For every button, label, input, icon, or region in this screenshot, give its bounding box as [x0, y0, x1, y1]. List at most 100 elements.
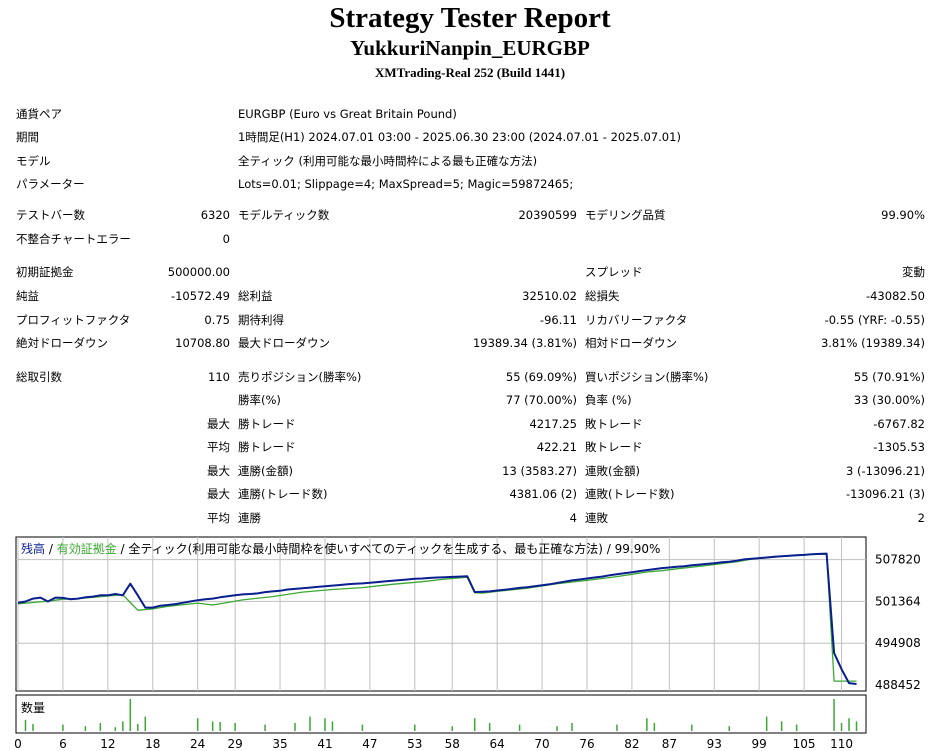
abs-drawdown-value: 10708.80 [175, 336, 230, 350]
y-tick-label: 488452 [875, 678, 921, 692]
short-positions-value: 55 (69.09%) [505, 370, 577, 384]
volume-label: 数量 [21, 700, 45, 715]
period-value: 1時間足(H1) 2024.07.01 03:00 - 2025.06.30 2… [238, 130, 681, 144]
balance-line [17, 552, 857, 685]
legend-equity: 有効証拠金 [57, 541, 117, 556]
avg-cons-win-label: 連勝 [238, 511, 261, 525]
mismatch-label: 不整合チャートエラー [16, 232, 131, 246]
x-tick-label: 35 [272, 737, 287, 751]
x-tick-label: 99 [752, 737, 767, 751]
period-label: 期間 [16, 130, 39, 144]
initial-deposit-label: 初期証拠金 [16, 265, 74, 279]
model-ticks-value: 20390599 [518, 208, 577, 222]
y-tick-label: 494908 [875, 636, 921, 650]
x-tick-label: 6 [59, 737, 67, 751]
largest-win-value: 4217.25 [529, 417, 577, 431]
volume-frame [15, 694, 867, 734]
expected-payoff-label: 期待利得 [238, 313, 284, 327]
max-prefix-2: 最大 [207, 487, 230, 501]
x-tick-label: 47 [362, 737, 377, 751]
ea-name: YukkuriNanpin_EURGBP [350, 36, 590, 60]
model-ticks-label: モデルティック数 [238, 208, 330, 222]
recovery-factor-label: リカバリーファクタ [585, 313, 688, 327]
win-rate-label: 勝率(%) [238, 393, 281, 407]
x-tick-label: 70 [534, 737, 549, 751]
x-tick-label: 18 [145, 737, 160, 751]
y-tick-label: 507820 [875, 553, 921, 567]
y-tick-label: 501364 [875, 594, 921, 608]
params-value: Lots=0.01; Slippage=4; MaxSpread=5; Magi… [238, 177, 574, 191]
volume-bars [24, 699, 858, 731]
initial-deposit-value: 500000.00 [167, 265, 230, 279]
cons-loss-money-value: 3 (-13096.21) [846, 464, 925, 478]
balance-chart: 488452 494908 501364 507820 残高 / 有効証拠金 / 全テ… [14, 536, 921, 751]
avg-prefix-2: 平均 [207, 511, 230, 525]
model-value: 全ティック (利用可能な最小時間枠による最も正確な方法) [238, 154, 538, 168]
loss-rate-label: 負率 (%) [585, 393, 632, 407]
max-drawdown-label: 最大ドローダウン [238, 336, 330, 350]
spread-value: 変動 [902, 265, 925, 279]
test-bars-value: 6320 [200, 208, 230, 222]
model-quality-value: 99.90% [881, 208, 925, 222]
gross-profit-value: 32510.02 [522, 289, 577, 303]
long-positions-label: 買いポジション(勝率%) [585, 370, 709, 384]
x-tick-label: 82 [624, 737, 639, 751]
x-tick-label: 93 [707, 737, 722, 751]
largest-win-label: 勝トレード [238, 417, 296, 431]
mismatch-value: 0 [222, 232, 230, 246]
avg-cons-loss-label: 連敗 [585, 511, 608, 525]
cons-win-count-value: 4381.06 (2) [509, 487, 577, 501]
profit-factor-value: 0.75 [204, 313, 230, 327]
largest-loss-label: 敗トレード [585, 417, 643, 431]
long-positions-value: 55 (70.91%) [853, 370, 925, 384]
avg-loss-label: 敗トレード [585, 440, 643, 454]
gross-loss-label: 総損失 [585, 289, 620, 303]
loss-rate-value: 33 (30.00%) [853, 393, 925, 407]
short-positions-label: 売りポジション(勝率%) [238, 370, 362, 384]
net-profit-label: 純益 [16, 289, 39, 303]
rel-drawdown-label: 相対ドローダウン [585, 336, 677, 350]
gross-profit-label: 総利益 [238, 289, 273, 303]
model-label: モデル [16, 154, 51, 168]
x-tick-label: 12 [100, 737, 115, 751]
legend-balance: 残高 [21, 541, 45, 556]
total-trades-value: 110 [208, 370, 230, 384]
chart-series [17, 552, 857, 685]
cons-loss-count-label: 連敗(トレード数) [585, 487, 675, 501]
x-axis-ticks: 0 6 12 18 24 29 35 41 47 53 58 64 70 76 82 87 93 99 105 110 [14, 737, 853, 751]
gross-loss-value: -43082.50 [865, 289, 925, 303]
max-prefix-1: 最大 [207, 464, 230, 478]
chart-legend: 残高 / 有効証拠金 / 全ティック(利用可能な最小時間枠を使いすべてのティック… [21, 541, 660, 556]
largest-prefix: 最大 [207, 417, 230, 431]
rel-drawdown-value: 3.81% (19389.34) [820, 336, 925, 350]
avg-cons-win-value: 4 [569, 511, 577, 525]
spread-label: スプレッド [585, 265, 643, 279]
win-rate-value: 77 (70.00%) [505, 393, 577, 407]
avg-loss-value: -1305.53 [873, 440, 925, 454]
cons-win-money-label: 連勝(金額) [238, 464, 293, 478]
cons-loss-money-label: 連敗(金額) [585, 464, 640, 478]
x-tick-label: 64 [490, 737, 505, 751]
max-drawdown-value: 19389.34 (3.81%) [472, 336, 577, 350]
x-tick-label: 105 [793, 737, 816, 751]
net-profit-value: -10572.49 [170, 289, 230, 303]
x-tick-label: 0 [14, 737, 22, 751]
cons-loss-count-value: -13096.21 (3) [846, 487, 925, 501]
x-tick-label: 53 [407, 737, 422, 751]
average-prefix: 平均 [207, 440, 230, 454]
avg-cons-loss-value: 2 [917, 511, 925, 525]
legend-separator: / [45, 542, 57, 556]
largest-loss-value: -6767.82 [873, 417, 925, 431]
avg-win-label: 勝トレード [238, 440, 296, 454]
chart-grid [16, 537, 866, 691]
x-tick-label: 58 [445, 737, 460, 751]
profit-factor-label: プロフィットファクタ [16, 313, 131, 327]
params-label: パラメーター [16, 177, 85, 191]
report-title: Strategy Tester Report [329, 2, 611, 34]
x-tick-label: 29 [227, 737, 242, 751]
x-tick-label: 24 [190, 737, 205, 751]
expected-payoff-value: -96.11 [539, 313, 577, 327]
y-axis-ticks: 488452 494908 501364 507820 [875, 553, 921, 692]
pair-label: 通貨ペア [16, 107, 62, 121]
cons-win-money-value: 13 (3583.27) [502, 464, 577, 478]
